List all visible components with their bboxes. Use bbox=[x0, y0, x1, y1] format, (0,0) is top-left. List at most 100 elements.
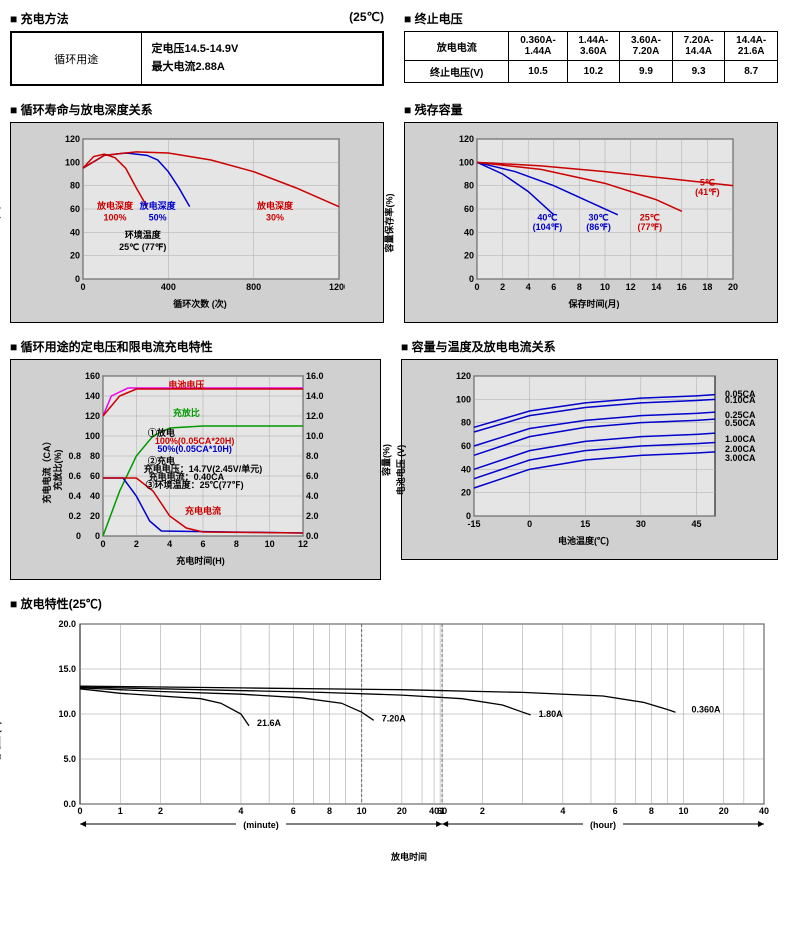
svg-text:40: 40 bbox=[461, 465, 471, 475]
svg-text:(104℉): (104℉) bbox=[533, 222, 563, 232]
svg-text:16: 16 bbox=[677, 282, 687, 292]
svg-text:10: 10 bbox=[600, 282, 610, 292]
charge-spec: 定电压14.5-14.9V 最大电流2.88A bbox=[142, 33, 383, 84]
charge-title: ■ 充电方法 (25℃) bbox=[10, 10, 384, 27]
captemp-chart: 容量(%) 020406080100120-150153045 电池温度(℃) … bbox=[401, 359, 778, 560]
chargechar-title: ■ 循环用途的定电压和限电流充电特性 bbox=[10, 338, 381, 355]
svg-text:0: 0 bbox=[95, 531, 100, 541]
svg-text:6: 6 bbox=[200, 539, 205, 549]
discharge-chart: 端电压 (V) 0.05.010.015.020.001246810204060… bbox=[10, 616, 778, 867]
svg-text:0.6: 0.6 bbox=[69, 471, 81, 481]
svg-text:10: 10 bbox=[265, 539, 275, 549]
svg-text:50%(0.05CA*10H): 50%(0.05CA*10H) bbox=[157, 444, 232, 454]
svg-text:15.0: 15.0 bbox=[58, 664, 76, 674]
svg-text:6: 6 bbox=[551, 282, 556, 292]
svg-text:14.0: 14.0 bbox=[306, 391, 324, 401]
svg-text:20: 20 bbox=[90, 511, 100, 521]
svg-text:100: 100 bbox=[65, 158, 80, 168]
svg-text:10: 10 bbox=[357, 806, 367, 816]
svg-text:10: 10 bbox=[679, 806, 689, 816]
svg-text:4: 4 bbox=[167, 539, 172, 549]
svg-text:0.2: 0.2 bbox=[69, 511, 81, 521]
term-title: ■ 终止电压 bbox=[404, 10, 778, 27]
svg-text:16.0: 16.0 bbox=[306, 372, 324, 381]
svg-text:0: 0 bbox=[469, 274, 474, 284]
svg-text:2: 2 bbox=[480, 806, 485, 816]
svg-text:0.0: 0.0 bbox=[306, 531, 319, 541]
svg-text:45: 45 bbox=[691, 519, 701, 529]
svg-text:8: 8 bbox=[649, 806, 654, 816]
svg-text:2: 2 bbox=[134, 539, 139, 549]
svg-text:25℃ (77℉): 25℃ (77℉) bbox=[119, 242, 166, 252]
svg-text:160: 160 bbox=[85, 372, 100, 381]
svg-text:12: 12 bbox=[626, 282, 636, 292]
svg-text:140: 140 bbox=[85, 391, 100, 401]
svg-text:(41℉): (41℉) bbox=[695, 187, 720, 197]
svg-text:40: 40 bbox=[464, 228, 474, 238]
svg-text:10.0: 10.0 bbox=[58, 709, 76, 719]
svg-text:100: 100 bbox=[459, 158, 474, 168]
svg-text:40: 40 bbox=[70, 228, 80, 238]
svg-text:0: 0 bbox=[76, 531, 81, 541]
svg-text:80: 80 bbox=[70, 181, 80, 191]
svg-text:12.0: 12.0 bbox=[306, 411, 324, 421]
svg-text:0.360A: 0.360A bbox=[692, 705, 722, 715]
svg-text:100: 100 bbox=[456, 395, 471, 405]
charge-use: 循环用途 bbox=[12, 33, 142, 84]
svg-text:8.0: 8.0 bbox=[306, 451, 319, 461]
captemp-title: ■ 容量与温度及放电电流关系 bbox=[401, 338, 778, 355]
svg-text:0: 0 bbox=[75, 274, 80, 284]
svg-text:10.0: 10.0 bbox=[306, 431, 324, 441]
svg-text:80: 80 bbox=[90, 451, 100, 461]
svg-text:0.8: 0.8 bbox=[69, 451, 81, 461]
svg-text:20.0: 20.0 bbox=[58, 620, 76, 629]
svg-text:40: 40 bbox=[90, 491, 100, 501]
svg-text:7.20A: 7.20A bbox=[382, 714, 407, 724]
svg-text:20: 20 bbox=[397, 806, 407, 816]
svg-text:60: 60 bbox=[90, 471, 100, 481]
svg-text:15: 15 bbox=[580, 519, 590, 529]
svg-text:0: 0 bbox=[77, 806, 82, 816]
svg-text:1.80A: 1.80A bbox=[539, 709, 564, 719]
svg-text:0: 0 bbox=[80, 282, 85, 292]
svg-text:4.0: 4.0 bbox=[306, 491, 319, 501]
svg-text:80: 80 bbox=[461, 418, 471, 428]
svg-text:40: 40 bbox=[759, 806, 769, 816]
chargechar-chart: 充电电流（CA） 充放比(%) 电池电压 (V) 020406080100120… bbox=[10, 359, 381, 580]
svg-text:4: 4 bbox=[526, 282, 531, 292]
svg-text:放电深度: 放电深度 bbox=[96, 200, 134, 211]
svg-text:14: 14 bbox=[651, 282, 661, 292]
svg-text:放电深度: 放电深度 bbox=[139, 200, 177, 211]
svg-text:120: 120 bbox=[456, 372, 471, 381]
svg-text:0.4: 0.4 bbox=[69, 491, 81, 501]
svg-text:120: 120 bbox=[459, 135, 474, 144]
svg-text:6.0: 6.0 bbox=[306, 471, 319, 481]
svg-text:20: 20 bbox=[70, 251, 80, 261]
svg-text:1: 1 bbox=[118, 806, 123, 816]
svg-text:120: 120 bbox=[65, 135, 80, 144]
svg-text:(86℉): (86℉) bbox=[586, 222, 611, 232]
svg-text:1: 1 bbox=[440, 806, 445, 816]
svg-text:充放比: 充放比 bbox=[173, 407, 200, 418]
svg-text:4: 4 bbox=[238, 806, 243, 816]
svg-text:4: 4 bbox=[560, 806, 565, 816]
svg-text:8: 8 bbox=[234, 539, 239, 549]
svg-text:1200: 1200 bbox=[329, 282, 345, 292]
svg-text:2.0: 2.0 bbox=[306, 511, 319, 521]
svg-text:8: 8 bbox=[327, 806, 332, 816]
svg-text:80: 80 bbox=[464, 181, 474, 191]
svg-text:电池电压: 电池电压 bbox=[168, 379, 204, 390]
svg-text:60: 60 bbox=[464, 204, 474, 214]
svg-text:-15: -15 bbox=[467, 519, 480, 529]
svg-text:2: 2 bbox=[500, 282, 505, 292]
svg-text:0: 0 bbox=[100, 539, 105, 549]
svg-text:(hour): (hour) bbox=[590, 820, 616, 830]
svg-text:30: 30 bbox=[636, 519, 646, 529]
svg-text:20: 20 bbox=[719, 806, 729, 816]
svg-text:20: 20 bbox=[464, 251, 474, 261]
discharge-title: ■ 放电特性(25℃) bbox=[10, 595, 778, 612]
svg-text:21.6A: 21.6A bbox=[257, 718, 282, 728]
svg-text:2: 2 bbox=[158, 806, 163, 816]
svg-text:0: 0 bbox=[474, 282, 479, 292]
svg-text:50%: 50% bbox=[149, 213, 167, 223]
